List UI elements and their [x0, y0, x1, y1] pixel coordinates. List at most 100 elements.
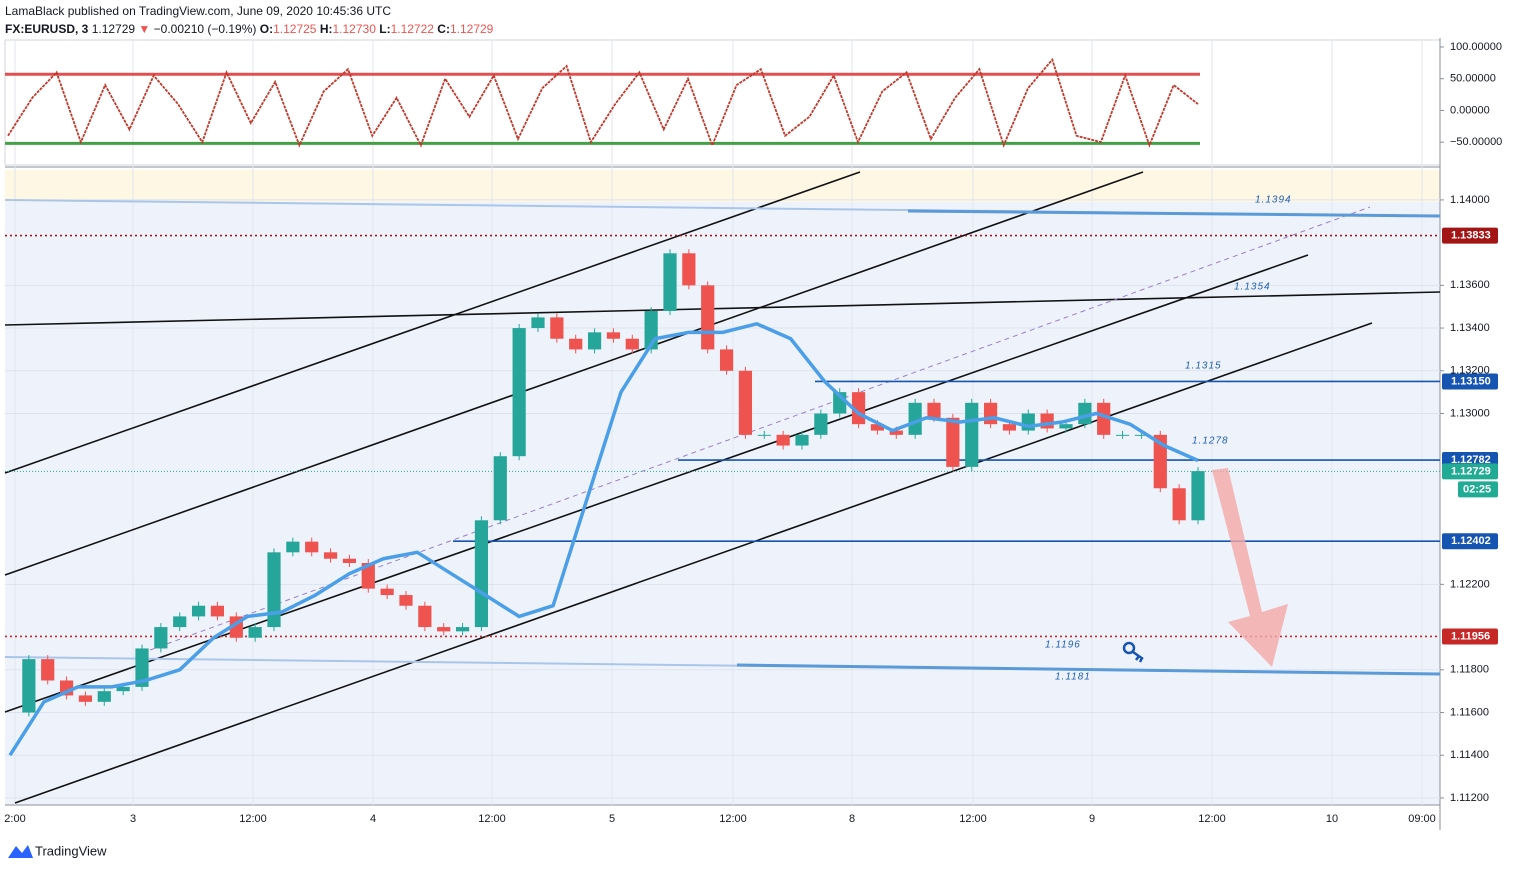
- ohlc-value: 1.12722: [391, 22, 435, 36]
- annotation: 1.1394: [1255, 195, 1292, 206]
- y-tick-label: −50.00000: [1450, 136, 1502, 148]
- candle: [191, 605, 206, 617]
- candle: [493, 456, 507, 521]
- price-tag-label: 1.13150: [1451, 375, 1491, 387]
- channel-line: [4, 171, 861, 474]
- countdown-tag: [1458, 481, 1498, 498]
- price-tag: [1442, 227, 1498, 244]
- candle: [908, 402, 922, 435]
- candle: [1097, 402, 1111, 435]
- x-tick-label: 10: [1326, 813, 1338, 825]
- y-tick-label: 1.13600: [1450, 279, 1490, 291]
- candle: [135, 648, 149, 687]
- ohlc-value: 1.12730: [333, 22, 377, 36]
- candle: [1134, 434, 1149, 436]
- candle: [22, 659, 36, 713]
- resistance-line: [4, 291, 1441, 326]
- brand: TradingView: [8, 843, 107, 858]
- candle: [1191, 471, 1205, 521]
- annotation: 1.1354: [1234, 282, 1271, 293]
- candle: [1002, 424, 1017, 431]
- symbol-line: FX:EURUSD, 3 1.12729 ▼ −0.00210 (−0.19%)…: [5, 22, 494, 36]
- zone: [5, 170, 1440, 202]
- candle: [870, 424, 885, 431]
- x-tick-label: 09:00: [1408, 813, 1436, 825]
- annotation: 1.1181: [1055, 672, 1091, 683]
- key-bit: [1132, 650, 1144, 663]
- candle: [531, 317, 545, 329]
- candle: [927, 402, 941, 418]
- ohlc-label: O:: [260, 22, 273, 36]
- candle: [701, 285, 715, 350]
- marks: [7, 57, 1205, 757]
- candle: [474, 520, 489, 628]
- candle: [719, 349, 734, 371]
- candle: [437, 627, 451, 632]
- candle: [889, 430, 903, 435]
- y-tick-label: 1.13000: [1450, 407, 1490, 419]
- candle: [587, 332, 602, 350]
- symbol: FX:EURUSD, 3: [5, 22, 89, 36]
- x-tick-label: 12:00: [959, 813, 987, 825]
- ohlc-label: H:: [320, 22, 333, 36]
- x-tick-label: 12:00: [1198, 813, 1226, 825]
- candle: [97, 691, 111, 702]
- candle: [795, 434, 809, 446]
- ohlc-value: 1.12725: [273, 22, 317, 36]
- candle: [210, 605, 225, 617]
- key-ring: [1122, 641, 1136, 655]
- forecast-arrow: [1212, 468, 1288, 667]
- candle: [569, 338, 583, 350]
- annotation: 1.1315: [1185, 361, 1222, 372]
- candle: [399, 595, 413, 606]
- x-tick-label: 5: [609, 813, 615, 825]
- levels: [5, 72, 1440, 638]
- mid-line: [149, 206, 1371, 651]
- x-tick-label: 8: [849, 813, 855, 825]
- candle: [267, 552, 281, 628]
- channel-line: [4, 254, 1309, 713]
- candle: [154, 627, 168, 649]
- candle: [512, 328, 526, 457]
- candle: [173, 616, 187, 628]
- price-tag-label: 1.12402: [1451, 535, 1491, 547]
- y-tick-label: 1.11200: [1450, 792, 1489, 804]
- candle: [814, 413, 828, 435]
- change-arrow: ▼: [138, 22, 150, 36]
- brand-name: TradingView: [35, 843, 107, 858]
- candle: [418, 605, 432, 628]
- price-tag: [1442, 533, 1498, 550]
- change: −0.00210 (−0.19%): [154, 22, 257, 36]
- y-tick-label: 1.13400: [1450, 322, 1490, 334]
- candle: [380, 588, 394, 596]
- support-line: [907, 209, 1441, 218]
- candle: [1115, 434, 1130, 436]
- x-tick-label: 12:00: [478, 813, 506, 825]
- oscillator-pane: [4, 39, 1441, 166]
- candle: [1153, 434, 1167, 489]
- candle: [682, 253, 696, 286]
- candle: [1172, 488, 1186, 521]
- x-tick-label: 9: [1089, 813, 1095, 825]
- candle: [41, 659, 55, 681]
- candle: [78, 695, 93, 702]
- moving-average: [8, 321, 1199, 757]
- y-tick-label: 100.00000: [1450, 41, 1502, 53]
- axis: 2:00 3 12:00 4 12:00 5 12:00 8 12:00 9 12:00 10 09:0…: [4, 41, 1502, 825]
- brand-logo: [8, 845, 33, 858]
- candle: [305, 541, 319, 553]
- ohlc-label: C:: [437, 22, 450, 36]
- price-tag-label: 1.12782: [1451, 454, 1491, 466]
- candle: [757, 434, 771, 436]
- candle: [361, 563, 375, 589]
- price-tag: [1442, 373, 1498, 390]
- x-tick-label: 2:00: [4, 813, 25, 825]
- trend-lines: [4, 171, 1441, 804]
- candle: [248, 627, 262, 638]
- oscillator-line: [7, 57, 1199, 148]
- ohlc-value: 1.12729: [450, 22, 494, 36]
- x-tick-label: 3: [130, 813, 136, 825]
- candle: [946, 417, 960, 467]
- y-tick-label: 1.11800: [1450, 664, 1489, 676]
- price-tag: [1442, 628, 1498, 645]
